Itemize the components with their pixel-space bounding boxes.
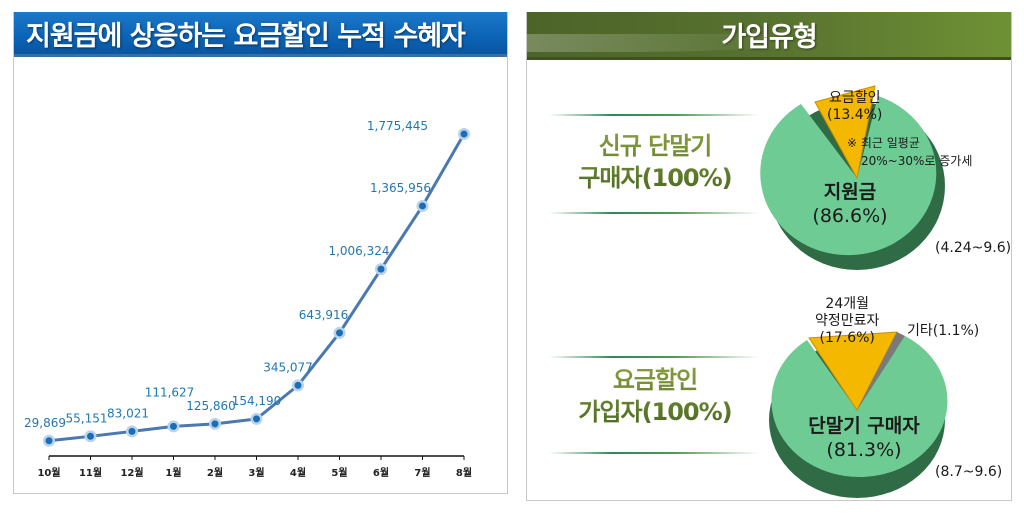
x-tick-label: 11월 <box>79 467 102 479</box>
data-value-label: 29,869 <box>24 416 66 430</box>
data-point <box>211 420 219 428</box>
slice-label-contract-expired: 약정만료자 <box>815 313 880 329</box>
data-value-label: 1,775,445 <box>367 119 428 133</box>
group-label-fee-discount-subscribers: 요금할인 가입자(100%) <box>537 364 773 428</box>
data-value-label: 1,006,324 <box>328 244 389 258</box>
data-value-label: 345,077 <box>263 360 313 374</box>
data-point <box>419 202 426 210</box>
trend-note: ※ 최근 일평균 20%~30%로 증가세 <box>847 136 973 168</box>
slice-label-24month-line1: 24개월 <box>825 296 869 312</box>
slice-label-other: 기타(1.1%) <box>907 323 980 339</box>
data-value-label: 154,190 <box>232 394 282 408</box>
x-tick-label: 1월 <box>165 467 181 479</box>
pie-chart-fee-discount-subscribers <box>769 331 948 498</box>
x-tick-label: 8월 <box>456 467 472 479</box>
data-value-label: 643,916 <box>299 308 349 322</box>
slice-pct-fee-discount: (13.4%) <box>827 107 883 123</box>
cumulative-beneficiaries-panel: 지원금에 상응하는 요금할인 누적 수혜자 10월 29,869 11월 55,151… <box>13 12 508 494</box>
data-point <box>294 381 302 389</box>
data-point <box>336 329 343 337</box>
group-label-new-device-buyers: 신규 단말기 구매자(100%) <box>537 130 773 194</box>
divider-rule <box>549 212 759 214</box>
x-tick-label: 3월 <box>248 467 264 479</box>
divider-rule <box>549 114 759 116</box>
x-tick-label: 2월 <box>207 467 223 479</box>
data-point <box>253 415 260 423</box>
data-point <box>128 427 136 435</box>
data-point <box>87 432 94 440</box>
slice-label-subsidy: 지원금 <box>823 181 877 203</box>
divider-rule <box>549 356 759 358</box>
slice-label-device-buyers: 단말기 구매자 <box>808 415 920 437</box>
x-tick-label: 12월 <box>120 467 143 479</box>
slice-label-fee-discount: 요금할인 <box>828 90 881 106</box>
period-label-1: (4.24~9.6) <box>935 240 1012 256</box>
slice-pct-contract-expired: (17.6%) <box>819 330 875 346</box>
data-point <box>460 130 468 138</box>
x-tick-label: 6월 <box>373 467 389 479</box>
data-value-label: 125,860 <box>186 399 236 413</box>
left-panel-title: 지원금에 상응하는 요금할인 누적 수혜자 <box>14 12 507 57</box>
data-value-label: 55,151 <box>66 411 108 425</box>
right-panel-title: 가입유형 <box>527 12 1011 60</box>
slice-pct-subsidy: (86.6%) <box>812 205 888 227</box>
slice-pct-device-buyers: (81.3%) <box>826 439 902 461</box>
x-tick-label: 4월 <box>290 467 306 479</box>
subscription-type-panel: 가입유형 신규 단말기 구매자(100%) 요금할인 (13.4%) ※ 최근 … <box>526 12 1012 501</box>
period-label-2: (8.7~9.6) <box>935 464 1003 480</box>
divider-rule <box>549 452 759 454</box>
data-point <box>170 422 177 430</box>
data-point <box>45 437 53 445</box>
data-value-label: 111,627 <box>145 385 195 399</box>
data-point <box>377 265 385 273</box>
data-value-label: 83,021 <box>107 406 149 420</box>
x-tick-label: 7월 <box>414 467 430 479</box>
data-value-label: 1,365,956 <box>370 181 431 195</box>
x-tick-label: 5월 <box>331 467 347 479</box>
cumulative-line-chart: 10월 29,869 11월 55,151 12월 83,021 1월 111,627 2월 12… <box>24 119 472 479</box>
pie-chart-new-device-buyers <box>760 85 945 270</box>
x-tick-label: 10월 <box>37 467 60 479</box>
